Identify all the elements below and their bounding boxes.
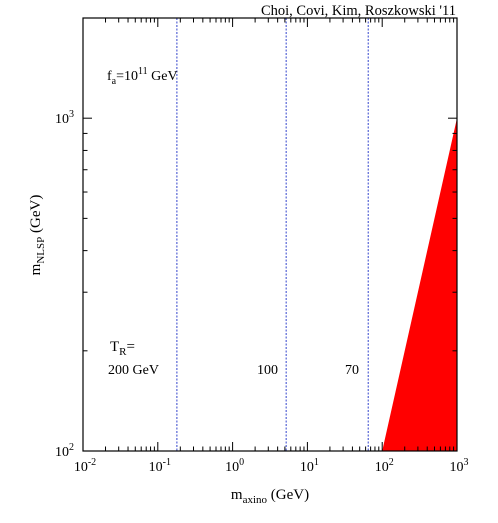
- x-axis-label: maxino (GeV): [231, 487, 309, 506]
- plot-frame: [82, 17, 458, 452]
- tr-annotation: TR=: [110, 339, 135, 358]
- y-tick-label-0: 102: [55, 442, 74, 460]
- series-label-70: 70: [345, 363, 359, 378]
- x-tick-label-1: 10-1: [149, 457, 171, 475]
- x-tick-label-3: 101: [300, 457, 319, 475]
- x-tick-label-2: 100: [225, 457, 244, 475]
- tick-labels: 10-2 10-1 100 101 102 103 102 103: [55, 109, 469, 475]
- fa-annotation: fa=1011 GeV: [107, 66, 178, 87]
- excluded-region: [382, 118, 457, 451]
- y-axis-label: mNLSP (GeV): [28, 195, 47, 276]
- axis-ticks: [82, 17, 458, 452]
- x-tick-label-5: 103: [450, 457, 469, 475]
- x-tick-label-0: 10-2: [74, 457, 96, 475]
- series-label-200: 200 GeV: [108, 363, 159, 378]
- chart-credit: Choi, Covi, Kim, Roszkowski '11: [261, 3, 456, 19]
- bound-lines: [176, 18, 369, 451]
- plot-area: 10-2 10-1 100 101 102 103 102 103: [55, 17, 469, 475]
- y-tick-label-1: 103: [55, 109, 74, 127]
- series-label-100: 100: [257, 363, 278, 378]
- x-tick-label-4: 102: [375, 457, 394, 475]
